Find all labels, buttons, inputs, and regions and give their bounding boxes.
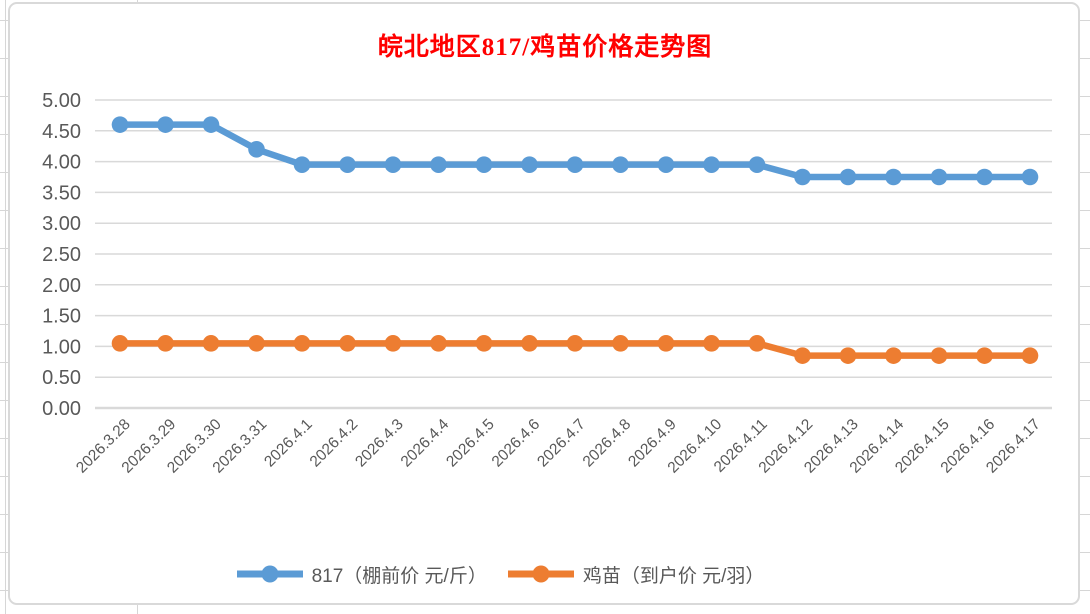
legend-item-jimiao: 鸡苗（到户价 元/羽） — [507, 561, 765, 588]
legend-item-817: 817（棚前价 元/斤） — [236, 561, 487, 588]
chart-legend: 817（棚前价 元/斤） 鸡苗（到户价 元/羽） — [0, 559, 1000, 589]
chart-panel — [8, 2, 1080, 605]
legend-line-marker-817-icon — [236, 565, 303, 583]
legend-label-817: 817（棚前价 元/斤） — [311, 565, 487, 587]
chart-title: 皖北地区817/鸡苗价格走势图 — [377, 34, 713, 61]
sheet-column-line — [5, 0, 6, 614]
legend-line-marker-jimiao-icon — [507, 565, 574, 583]
legend-label-jimiao: 鸡苗（到户价 元/羽） — [582, 565, 765, 587]
